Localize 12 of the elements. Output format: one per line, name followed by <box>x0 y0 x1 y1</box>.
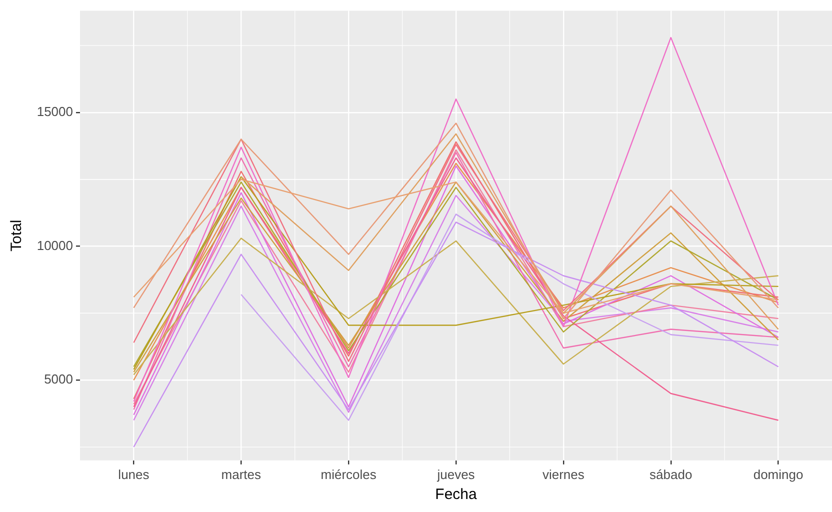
x-tick-label: jueves <box>436 466 476 482</box>
x-tick-label: domingo <box>753 466 804 482</box>
x-tick-label: miércoles <box>320 466 377 482</box>
x-tick-label: viernes <box>542 466 585 482</box>
y-tick-label: 15000 <box>36 104 73 120</box>
y-axis-title: Total <box>8 220 26 252</box>
x-tick-label: martes <box>221 466 262 482</box>
y-tick-label: 10000 <box>36 238 73 253</box>
x-tick-label: lunes <box>118 466 150 482</box>
y-tick-label: 5000 <box>44 372 73 387</box>
x-axis-title: Fecha <box>435 486 478 504</box>
x-tick-label: sábado <box>650 466 692 482</box>
